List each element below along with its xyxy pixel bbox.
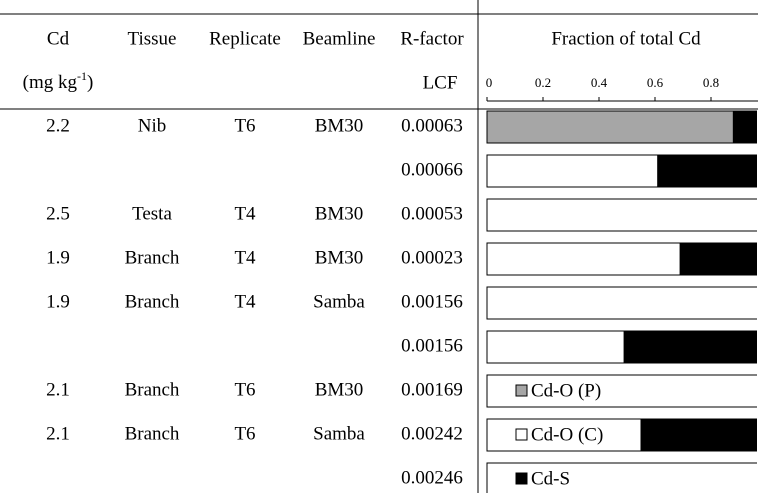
- cd-cell: 1.9: [46, 291, 70, 312]
- unit-text: ): [87, 72, 93, 93]
- x-tick-label: 0: [486, 75, 493, 90]
- rfactor-cell: 0.00246: [401, 467, 463, 488]
- bar-segment: [486, 242, 681, 276]
- plot: [486, 110, 757, 493]
- bar-segment: [657, 154, 757, 188]
- bar-segment: [486, 374, 757, 408]
- unit-text: (mg kg: [23, 72, 78, 93]
- tissue-cell: Branch: [125, 423, 180, 444]
- bar-segment: [640, 418, 757, 452]
- bar-segment: [732, 110, 757, 144]
- beamline-cell: Samba: [313, 423, 365, 444]
- legend-label: Cd-O (C): [531, 424, 603, 445]
- legend-swatch: [515, 472, 528, 485]
- x-tick-label: 0.8: [703, 75, 719, 90]
- tissue-cell: Nib: [138, 115, 167, 136]
- bar-segment: [623, 330, 757, 364]
- rfactor-cell: 0.00156: [401, 291, 463, 312]
- rfactor-cell: 0.00169: [401, 379, 463, 400]
- rfactor-cell: 0.00242: [401, 423, 463, 444]
- cd-cell: 2.1: [46, 423, 70, 444]
- bar-segment: [486, 198, 757, 232]
- legend-label: Cd-S: [531, 468, 570, 489]
- x-tick-label: 0.2: [535, 75, 551, 90]
- cd-cell: 2.5: [46, 203, 70, 224]
- x-tick-label: 0.6: [647, 75, 664, 90]
- tissue-cell: Branch: [125, 247, 180, 268]
- legend-label: Cd-O (P): [531, 380, 601, 401]
- replicate-cell: T4: [234, 203, 256, 224]
- tissue-cell: Branch: [125, 291, 180, 312]
- bar-segment: [486, 110, 734, 144]
- rfactor-cell: 0.00023: [401, 247, 463, 268]
- tissue-cell: Testa: [132, 203, 172, 224]
- header-tissue: Tissue: [128, 28, 177, 49]
- tissue-cell: Branch: [125, 379, 180, 400]
- bar-segment: [486, 286, 757, 320]
- cd-cell: 2.1: [46, 379, 70, 400]
- chart-title: Fraction of total Cd: [551, 28, 701, 49]
- bar-segment: [679, 242, 757, 276]
- header-replicate: Replicate: [209, 28, 281, 49]
- replicate-cell: T4: [234, 291, 256, 312]
- rfactor-cell: 0.00066: [401, 159, 463, 180]
- beamline-cell: Samba: [313, 291, 365, 312]
- cd-cell: 1.9: [46, 247, 70, 268]
- beamline-cell: BM30: [315, 247, 364, 268]
- legend-swatch: [515, 428, 528, 441]
- bar-segment: [486, 462, 757, 493]
- bar-segment: [486, 418, 642, 452]
- replicate-cell: T6: [234, 379, 255, 400]
- beamline-cell: BM30: [315, 203, 364, 224]
- header-beamline: Beamline: [303, 28, 376, 49]
- beamline-cell: BM30: [315, 115, 364, 136]
- cd-cell: 2.2: [46, 115, 70, 136]
- bar-segment: [486, 154, 659, 188]
- x-tick-label: 0.4: [591, 75, 608, 90]
- rfactor-cell: 0.00063: [401, 115, 463, 136]
- header-rfactor: R-factor: [400, 28, 464, 49]
- legend-swatch: [515, 384, 528, 397]
- header-unit: (mg kg-1): [23, 69, 94, 94]
- header-lcf: LCF: [423, 72, 458, 93]
- rfactor-cell: 0.00156: [401, 335, 463, 356]
- replicate-cell: T6: [234, 115, 255, 136]
- replicate-cell: T6: [234, 423, 255, 444]
- beamline-cell: BM30: [315, 379, 364, 400]
- replicate-cell: T4: [234, 247, 256, 268]
- rfactor-cell: 0.00053: [401, 203, 463, 224]
- header-cd: Cd: [47, 28, 70, 49]
- bar-segment: [486, 330, 625, 364]
- unit-sup: -1: [77, 69, 87, 83]
